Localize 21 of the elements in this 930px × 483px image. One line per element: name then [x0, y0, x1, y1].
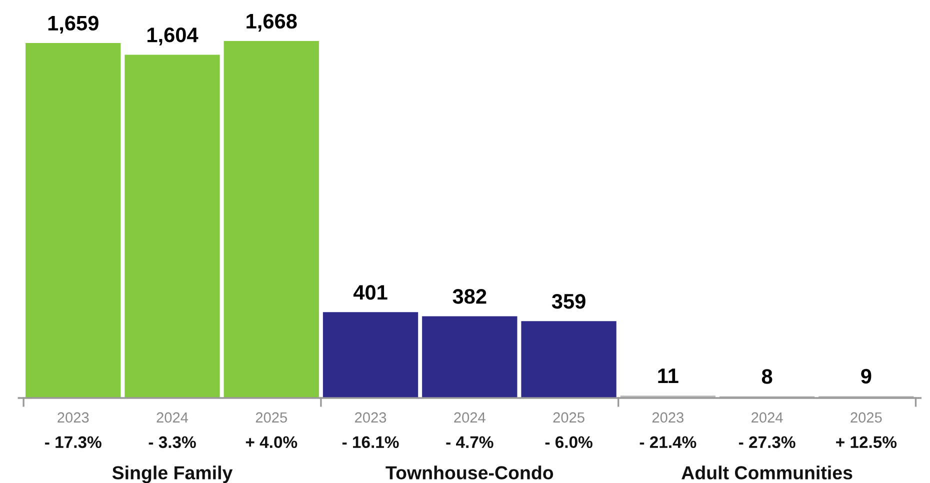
data-label: 359 — [552, 294, 586, 309]
x-tick-label: 2023 - 17.3% — [45, 412, 102, 448]
x-tick-label: 2023 - 16.1% — [342, 412, 399, 448]
data-label: 1,659 — [48, 16, 98, 34]
x-tick-label: 2025 + 4.0% — [246, 412, 298, 448]
data-label: 1,668 — [246, 14, 297, 32]
x-tick-label: 2023 - 21.4% — [640, 412, 696, 448]
text: Adult Communities — [682, 466, 852, 480]
data-label: 9 — [861, 368, 872, 384]
text: Single Family — [112, 466, 233, 483]
x-tick-label: 2024 - 3.3% — [148, 412, 196, 448]
data-label: 8 — [762, 369, 772, 384]
x-tick-label: 2024 - 27.3% — [738, 412, 796, 448]
x-tick-label: 2024 - 4.7% — [446, 412, 494, 448]
x-tick-label: 2025 - 6.0% — [545, 412, 592, 448]
data-label: 11 — [658, 368, 678, 383]
x-tick-label: 2025 + 12.5% — [836, 412, 897, 448]
text: Townhouse-Condo — [386, 466, 554, 480]
data-label: 382 — [452, 289, 486, 304]
data-label: 401 — [353, 284, 388, 300]
data-label: 1,604 — [148, 28, 198, 46]
